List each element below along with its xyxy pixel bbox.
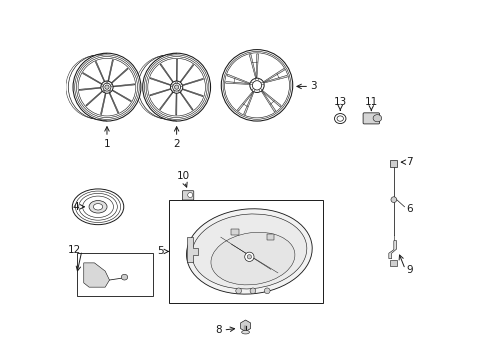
FancyBboxPatch shape: [389, 160, 397, 167]
Polygon shape: [264, 75, 287, 83]
Circle shape: [109, 90, 111, 92]
Text: 10: 10: [176, 171, 189, 181]
Polygon shape: [263, 68, 284, 82]
Polygon shape: [180, 92, 193, 110]
Circle shape: [174, 85, 179, 89]
Ellipse shape: [336, 116, 343, 121]
Polygon shape: [261, 91, 275, 112]
Polygon shape: [150, 78, 170, 85]
Polygon shape: [79, 87, 101, 90]
Circle shape: [178, 90, 180, 92]
Polygon shape: [83, 263, 109, 287]
Polygon shape: [182, 89, 203, 96]
Polygon shape: [256, 54, 258, 78]
Ellipse shape: [191, 214, 306, 289]
Text: 6: 6: [405, 203, 412, 213]
Circle shape: [250, 82, 252, 85]
Polygon shape: [160, 64, 173, 82]
Text: 12: 12: [67, 246, 81, 255]
Ellipse shape: [89, 201, 107, 213]
Circle shape: [103, 83, 111, 91]
Text: 1: 1: [103, 139, 110, 149]
Polygon shape: [226, 74, 249, 84]
Text: 11: 11: [364, 97, 377, 107]
Polygon shape: [225, 81, 249, 85]
Circle shape: [175, 81, 177, 83]
Polygon shape: [243, 92, 253, 114]
Circle shape: [172, 90, 174, 92]
Polygon shape: [149, 89, 170, 96]
Circle shape: [103, 90, 105, 92]
Circle shape: [259, 89, 261, 91]
Ellipse shape: [334, 113, 345, 123]
Polygon shape: [95, 62, 104, 81]
Circle shape: [261, 82, 264, 85]
Circle shape: [101, 81, 113, 93]
Polygon shape: [182, 78, 203, 86]
Circle shape: [170, 81, 183, 93]
Text: 7: 7: [405, 157, 412, 167]
Circle shape: [252, 89, 254, 91]
Ellipse shape: [372, 114, 381, 122]
FancyBboxPatch shape: [266, 234, 274, 240]
Ellipse shape: [73, 53, 141, 121]
Circle shape: [244, 252, 253, 261]
Ellipse shape: [186, 209, 311, 294]
Text: 4: 4: [73, 202, 80, 212]
Polygon shape: [262, 90, 281, 107]
Text: 13: 13: [333, 97, 346, 107]
Circle shape: [247, 255, 251, 259]
Circle shape: [221, 50, 292, 121]
Polygon shape: [108, 60, 113, 81]
Circle shape: [101, 85, 103, 86]
Ellipse shape: [142, 53, 210, 121]
Circle shape: [255, 78, 258, 81]
Circle shape: [252, 81, 261, 90]
Polygon shape: [111, 68, 128, 83]
Polygon shape: [112, 90, 131, 102]
Polygon shape: [186, 237, 198, 262]
Polygon shape: [176, 59, 177, 81]
Ellipse shape: [210, 232, 294, 285]
Circle shape: [235, 288, 241, 294]
Polygon shape: [237, 91, 253, 111]
Text: 5: 5: [157, 247, 164, 256]
FancyBboxPatch shape: [389, 260, 397, 266]
Polygon shape: [159, 92, 173, 110]
Text: 3: 3: [309, 81, 316, 91]
FancyBboxPatch shape: [363, 113, 379, 124]
Polygon shape: [249, 54, 256, 78]
FancyBboxPatch shape: [182, 191, 193, 200]
Text: 2: 2: [173, 139, 180, 149]
Circle shape: [249, 78, 264, 93]
Polygon shape: [180, 64, 193, 82]
Circle shape: [111, 85, 112, 86]
Polygon shape: [109, 93, 119, 113]
Circle shape: [264, 288, 269, 294]
Text: 8: 8: [215, 325, 222, 335]
Circle shape: [106, 81, 108, 83]
Circle shape: [104, 85, 109, 89]
Circle shape: [172, 83, 180, 91]
Ellipse shape: [241, 330, 249, 334]
Ellipse shape: [93, 203, 102, 210]
Circle shape: [390, 197, 396, 203]
Polygon shape: [388, 241, 396, 258]
Polygon shape: [175, 94, 177, 115]
Circle shape: [180, 85, 182, 86]
Circle shape: [249, 288, 255, 294]
Polygon shape: [113, 84, 134, 87]
Polygon shape: [240, 320, 250, 332]
Circle shape: [187, 193, 192, 198]
Text: 9: 9: [405, 265, 412, 275]
Polygon shape: [100, 93, 106, 114]
Circle shape: [171, 85, 172, 86]
Ellipse shape: [72, 189, 123, 225]
Polygon shape: [85, 91, 102, 106]
Ellipse shape: [121, 274, 127, 280]
FancyBboxPatch shape: [231, 229, 238, 235]
Polygon shape: [82, 73, 102, 84]
